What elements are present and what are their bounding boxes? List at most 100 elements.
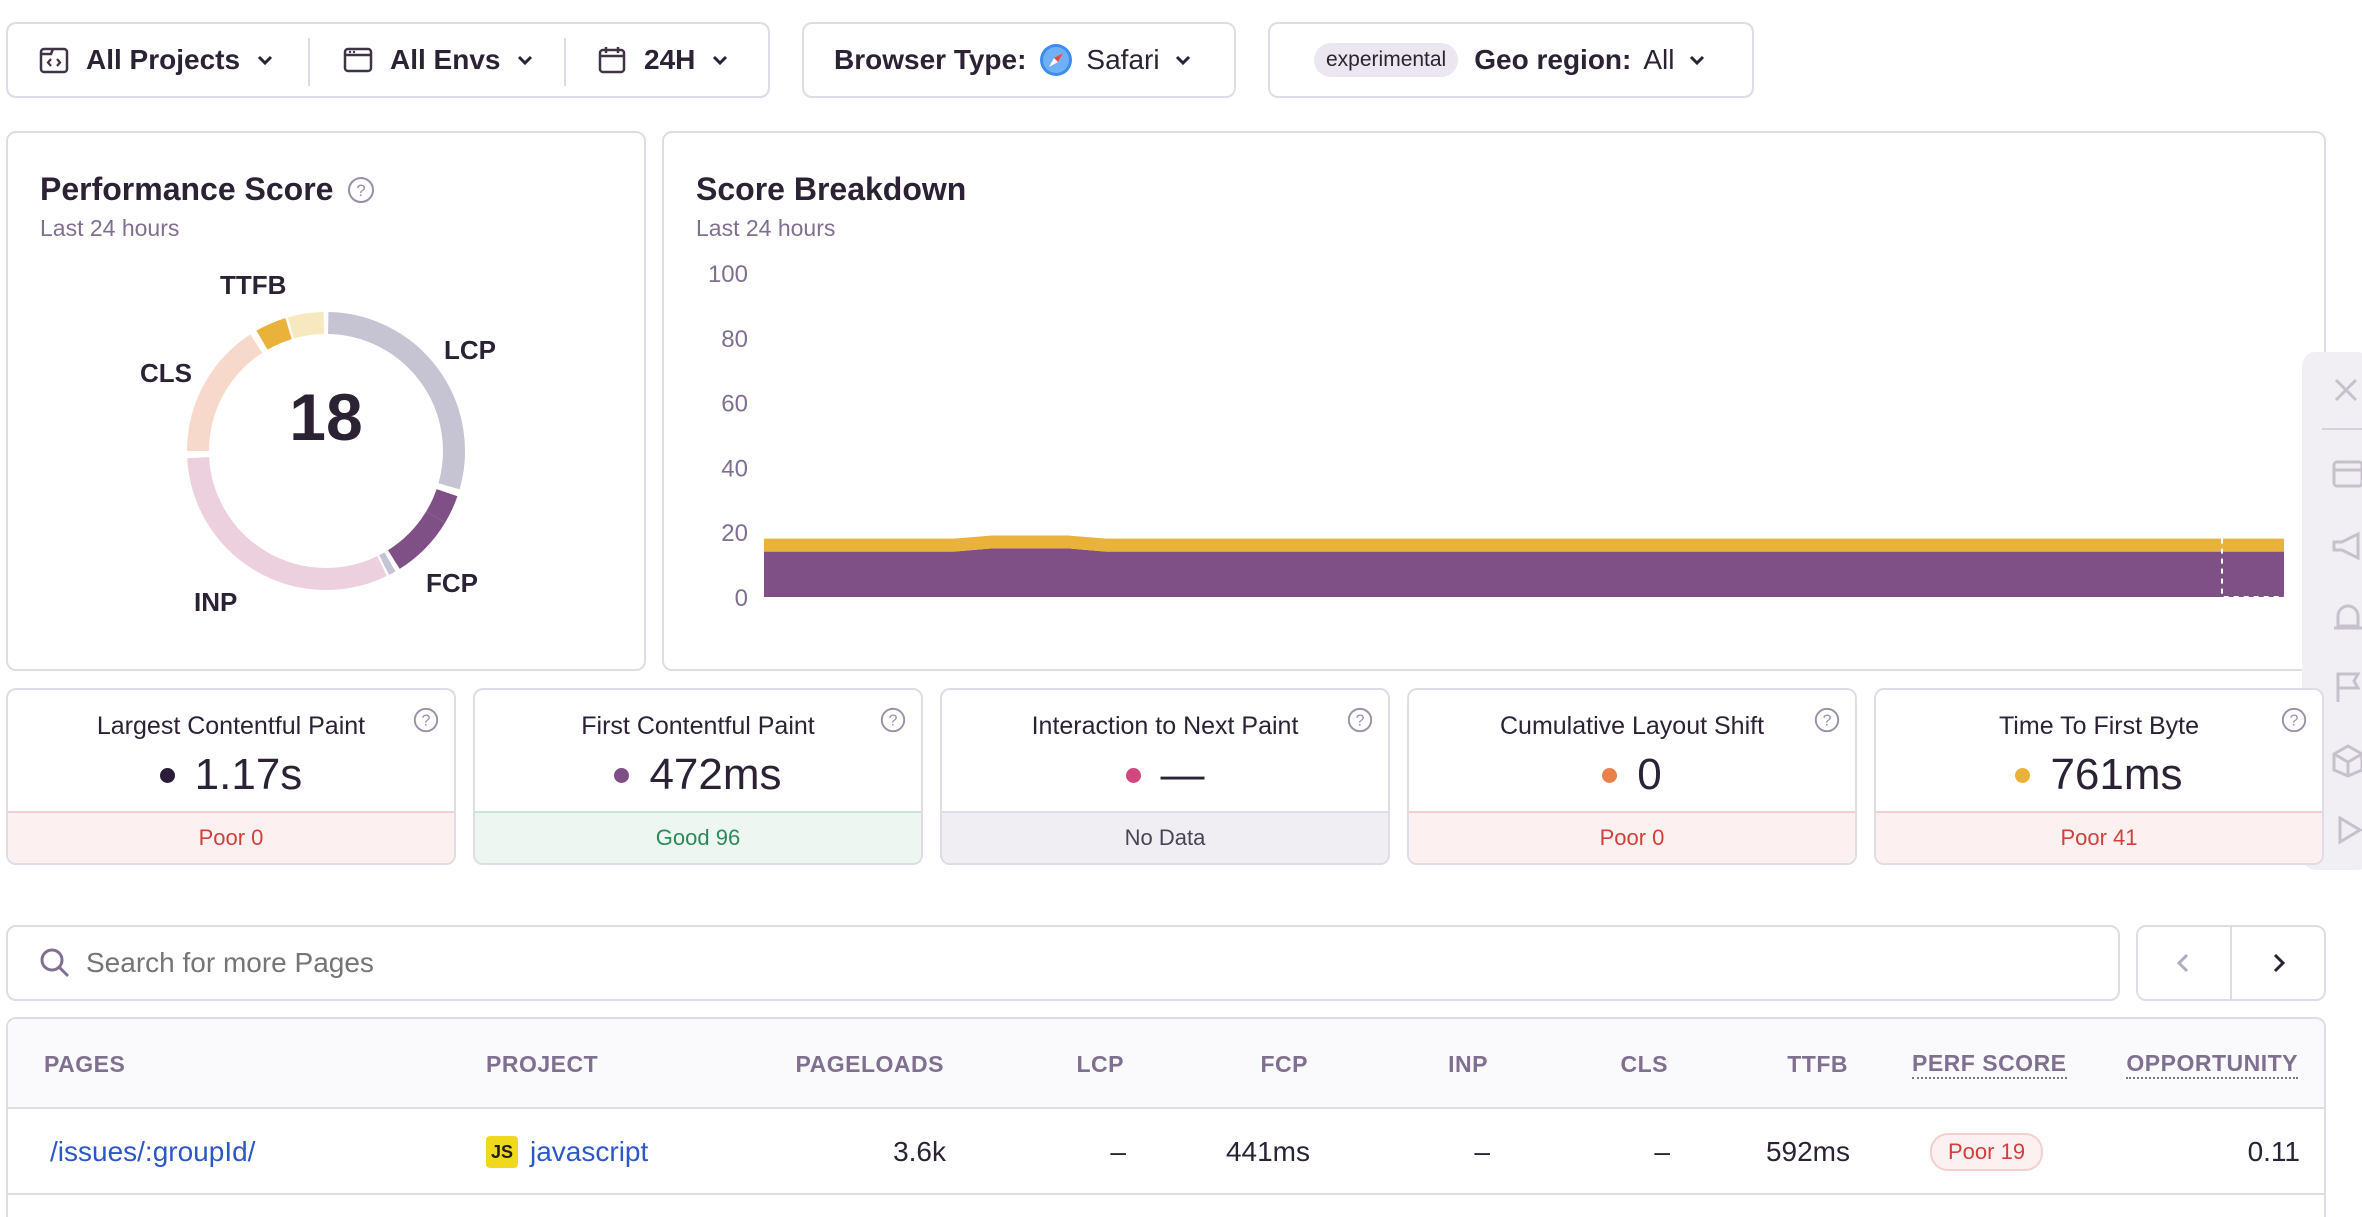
package-icon[interactable]	[2328, 740, 2362, 780]
geo-region-label: Geo region:	[1474, 44, 1632, 75]
column-header-opportunity[interactable]: OPPORTUNITY	[2088, 1019, 2298, 1109]
pagination-group	[2136, 925, 2326, 1001]
column-header-pages[interactable]: PAGES	[44, 1050, 126, 1077]
previous-page-button[interactable]	[2138, 927, 2232, 999]
search-input[interactable]	[84, 937, 1984, 989]
search-bar[interactable]	[6, 925, 2120, 1001]
help-icon[interactable]: ?	[1346, 706, 1374, 734]
ring-segment-cls	[187, 334, 263, 452]
page-link[interactable]: /issues/:groupId/	[50, 1136, 256, 1167]
chevron-down-icon	[258, 55, 273, 66]
play-icon[interactable]	[2328, 810, 2362, 850]
metric-value: 0	[1637, 750, 1662, 799]
column-header-lcp[interactable]: LCP	[1076, 1050, 1124, 1077]
geo-region-value: All	[1643, 44, 1675, 75]
env-filter-label: All Envs	[390, 44, 501, 75]
metric-dot	[2015, 767, 2031, 783]
column-header-ttfb[interactable]: TTFB	[1787, 1050, 1848, 1077]
geo-region-dropdown[interactable]: experimental Geo region: All	[1268, 22, 1754, 98]
metric-value: 1.17s	[194, 750, 303, 799]
divider	[2322, 428, 2362, 430]
y-tick-label: 60	[721, 391, 748, 418]
y-tick-label: 0	[735, 585, 748, 612]
opportunity-cell: 0.11	[2247, 1136, 2300, 1167]
project-filter-button[interactable]: All Projects	[38, 24, 276, 96]
next-page-button[interactable]	[2232, 927, 2324, 999]
svg-text:?: ?	[356, 181, 365, 200]
megaphone-icon[interactable]	[2328, 526, 2362, 566]
ring-label-inp: INP	[194, 587, 237, 617]
metric-status: Poor 41	[1876, 811, 2322, 863]
metric-value-row: —	[942, 750, 1388, 800]
metric-card-cls[interactable]: Cumulative Layout Shift ? 0 Poor 0	[1407, 688, 1857, 865]
metric-card-lcp[interactable]: Largest Contentful Paint ? 1.17s Poor 0	[6, 688, 456, 865]
column-header-fcp[interactable]: FCP	[1260, 1050, 1308, 1077]
score-breakdown-subtitle: Last 24 hours	[696, 215, 836, 241]
y-tick-label: 20	[721, 520, 748, 547]
siren-icon[interactable]	[2328, 596, 2362, 636]
help-icon[interactable]: ?	[412, 706, 440, 734]
metric-status: Poor 0	[8, 811, 454, 863]
column-header-perf-score[interactable]: PERF SCORE	[1912, 1019, 2067, 1109]
metric-value-row: 0	[1409, 750, 1855, 800]
metric-dot	[159, 767, 175, 783]
ring-segment-lcp-track	[327, 312, 465, 490]
column-header-cls[interactable]: CLS	[1620, 1050, 1668, 1077]
metric-value-row: 761ms	[1876, 750, 2322, 800]
browser-type-value: Safari	[1086, 44, 1160, 75]
ring-label-lcp: LCP	[444, 335, 496, 365]
metric-name: Cumulative Layout Shift	[1499, 712, 1765, 740]
filter-bar: All Projects All Envs 24H Browser Type: …	[6, 22, 1756, 98]
help-icon[interactable]: ?	[1813, 706, 1841, 734]
date-filter-label: 24H	[644, 44, 696, 75]
help-icon[interactable]: ?	[346, 175, 376, 205]
column-header-perf-score-label: PERF SCORE	[1912, 1049, 2067, 1079]
performance-score-ring: 18 LCP FCP INP CLS TTFB	[140, 270, 496, 617]
env-filter-button[interactable]: All Envs	[342, 24, 536, 96]
metric-card-inp[interactable]: Interaction to Next Paint ? — No Data	[940, 688, 1390, 865]
score-breakdown-chart: 100 80 60 40 20 0	[708, 261, 2284, 612]
y-tick-label: 80	[721, 326, 748, 353]
calendar-icon	[598, 47, 626, 74]
ring-label-fcp: FCP	[426, 568, 478, 598]
browser-type-dropdown[interactable]: Browser Type: Safari	[802, 22, 1236, 98]
metric-status: Good 96	[475, 811, 921, 863]
svg-text:?: ?	[889, 713, 898, 730]
metric-card-ttfb[interactable]: Time To First Byte ? 761ms Poor 41	[1874, 688, 2324, 865]
metric-value: 761ms	[2050, 750, 2183, 799]
flag-icon[interactable]	[2328, 668, 2362, 708]
column-header-inp[interactable]: INP	[1448, 1050, 1488, 1077]
date-filter-button[interactable]: 24H	[596, 24, 731, 96]
divider	[308, 38, 310, 86]
metric-card-fcp[interactable]: First Contentful Paint ? 472ms Good 96	[473, 688, 923, 865]
y-tick-label: 100	[708, 261, 748, 288]
metric-value-row: 1.17s	[8, 750, 454, 800]
project-icon	[39, 47, 69, 74]
experimental-badge: experimental	[1314, 43, 1459, 77]
browser-type-label: Browser Type:	[834, 44, 1027, 75]
ring-segment-lcp-tail	[379, 552, 396, 575]
browser-type-content: Browser Type: Safari	[834, 24, 1194, 96]
metric-value-row: 472ms	[475, 750, 921, 800]
project-cell[interactable]: JS javascript	[486, 1109, 648, 1195]
area-series-1	[764, 535, 2284, 552]
svg-text:?: ?	[1823, 713, 1832, 730]
chevron-left-icon	[2176, 953, 2189, 973]
column-header-opportunity-label: OPPORTUNITY	[2126, 1049, 2298, 1079]
close-icon[interactable]	[2326, 370, 2362, 410]
page-filter-group: All Projects All Envs 24H	[6, 22, 770, 98]
perf-score-badge[interactable]: Poor 19	[1930, 1133, 2044, 1171]
metric-dot	[614, 767, 630, 783]
archive-icon[interactable]	[2328, 454, 2362, 494]
svg-text:?: ?	[1356, 713, 1365, 730]
help-icon[interactable]: ?	[879, 706, 907, 734]
metric-name: Largest Contentful Paint	[96, 712, 366, 740]
column-header-project[interactable]: PROJECT	[486, 1050, 599, 1077]
metric-value: 472ms	[649, 750, 782, 799]
ring-label-cls: CLS	[140, 358, 192, 388]
metric-name: Time To First Byte	[1998, 712, 2200, 740]
column-header-pageloads[interactable]: PAGELOADS	[795, 1050, 944, 1077]
cls-cell: –	[1654, 1136, 1670, 1167]
search-icon	[40, 948, 70, 978]
help-icon[interactable]: ?	[2280, 706, 2308, 734]
